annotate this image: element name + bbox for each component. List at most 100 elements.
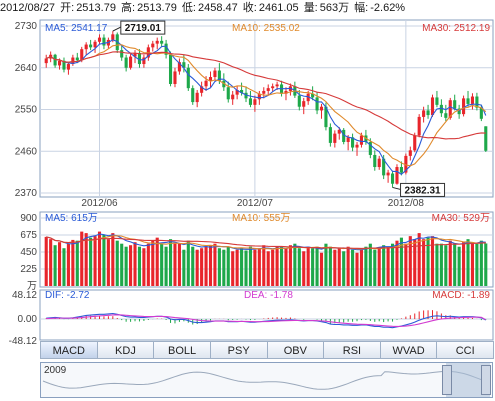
- annotation-box: [120, 20, 166, 35]
- close-value: 2461.05: [258, 2, 299, 14]
- navigator-right-handle[interactable]: [481, 365, 491, 395]
- candle: [422, 106, 426, 123]
- candle: [213, 67, 217, 81]
- candle: [129, 53, 133, 70]
- tab-obv[interactable]: OBV: [266, 341, 325, 359]
- candle-body: [444, 113, 448, 118]
- candle: [351, 133, 355, 152]
- annotation-pointer: [392, 186, 401, 190]
- volume-bar: [200, 248, 204, 286]
- volume-bar: [262, 245, 266, 286]
- open-label: 开:: [60, 2, 75, 14]
- volume-panel: [39, 211, 494, 288]
- volume-bar: [297, 248, 301, 286]
- volume-bars: [44, 231, 488, 286]
- volume-bar: [342, 251, 346, 286]
- candle: [462, 95, 466, 117]
- candle: [137, 49, 142, 68]
- candle: [470, 93, 475, 110]
- candle-body: [399, 167, 403, 173]
- volume-bar: [333, 249, 337, 286]
- candle-body: [97, 37, 102, 42]
- candle: [328, 123, 332, 147]
- candle-body: [89, 44, 93, 48]
- candle-body: [470, 96, 475, 104]
- candle-body: [235, 90, 239, 95]
- macd-y-tick: 48.12: [12, 290, 37, 301]
- navigator-left-handle[interactable]: [442, 365, 452, 395]
- candle-body: [62, 60, 66, 70]
- tab-rsi[interactable]: RSI: [323, 341, 381, 359]
- tab-psy[interactable]: PSY: [209, 341, 268, 359]
- low-label: 低:: [181, 2, 196, 14]
- volume-bar: [417, 233, 421, 286]
- annotation-label: 2719.01: [125, 23, 162, 34]
- candle-body: [479, 107, 483, 119]
- tab-macd[interactable]: MACD: [40, 341, 98, 359]
- volume-legend-ma30: MA30: 529万: [432, 213, 490, 224]
- volume-bar: [71, 239, 75, 286]
- candle: [355, 141, 359, 156]
- candle-body: [342, 129, 346, 142]
- volume-bar: [319, 252, 324, 286]
- volume-bar: [426, 237, 430, 286]
- volume-bar: [191, 246, 195, 286]
- volume-bar: [142, 248, 146, 286]
- candle: [444, 104, 448, 122]
- candle-body: [226, 87, 230, 100]
- tab-boll[interactable]: BOLL: [153, 341, 211, 359]
- price-x-tick: 2012/06: [81, 198, 118, 209]
- candle-body: [315, 97, 319, 111]
- candle: [115, 32, 119, 53]
- open-value: 2513.79: [76, 2, 116, 14]
- volume-bar: [382, 245, 386, 286]
- candle-body: [213, 70, 217, 78]
- volume-bar: [386, 246, 390, 286]
- candle-body: [373, 154, 377, 168]
- change-value: -2.62%: [370, 2, 406, 14]
- candle-body: [186, 67, 190, 89]
- candle-body: [475, 96, 479, 108]
- candle-body: [284, 90, 288, 94]
- volume-bar: [208, 245, 213, 286]
- range-navigator[interactable]: 2009: [40, 362, 493, 398]
- candle-body: [262, 90, 266, 94]
- volume-bar: [235, 249, 239, 286]
- candle: [390, 170, 395, 188]
- macd-y-tick: 0.00: [18, 314, 38, 325]
- candle-body: [484, 126, 488, 151]
- candle-body: [142, 57, 146, 65]
- price-legend-ma30: MA30: 2512.19: [422, 23, 490, 34]
- candle-body: [168, 54, 173, 84]
- volume-bar: [62, 248, 66, 286]
- candle: [208, 71, 213, 88]
- tab-kdj[interactable]: KDJ: [96, 341, 155, 359]
- candle-body: [191, 88, 195, 103]
- volume-bar: [346, 246, 350, 286]
- candle: [84, 42, 88, 55]
- volume-bar: [457, 246, 461, 286]
- candle: [484, 126, 488, 152]
- volume-y-tick: 675: [20, 230, 37, 241]
- volume-label: 量:: [303, 2, 318, 14]
- tab-cci[interactable]: CCI: [436, 341, 494, 359]
- candle: [240, 82, 244, 96]
- price-moving-averages: [46, 39, 487, 175]
- candle: [426, 104, 430, 119]
- volume-bar: [93, 236, 97, 286]
- price-legend-ma10: MA10: 2535.02: [232, 23, 300, 34]
- volume-bar: [133, 242, 137, 286]
- volume-bar: [173, 243, 177, 286]
- candle-body: [208, 77, 213, 81]
- change-label: 幅:: [354, 2, 369, 14]
- price-x-tick: 2012/08: [388, 198, 425, 209]
- candle-body: [66, 64, 70, 70]
- candle: [395, 164, 399, 185]
- candle-body: [306, 93, 310, 102]
- candle-body: [426, 110, 430, 116]
- tab-wvad[interactable]: WVAD: [379, 341, 438, 359]
- volume-ma30-line: [46, 236, 486, 249]
- candle-body: [266, 88, 270, 91]
- candle-body: [120, 50, 124, 58]
